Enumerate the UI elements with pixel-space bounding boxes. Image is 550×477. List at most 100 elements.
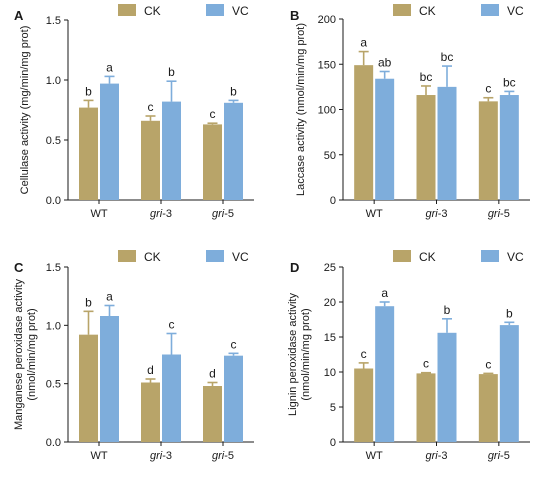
panel-a-x-tick-label-1: gri-3 xyxy=(150,208,172,220)
panel-b-x-tick-label-0: WT xyxy=(366,208,383,220)
panel-a-x-tick-label-0: WT xyxy=(90,208,107,220)
sig-label-panel-b-vc-0: ab xyxy=(378,55,392,69)
panel-b-y-tick-label: 200 xyxy=(318,14,336,26)
sig-label-panel-a-vc-0: a xyxy=(106,60,113,74)
panel-b-legend-label-vc: VC xyxy=(507,4,524,18)
panel-b-y-axis-label: Laccase activity (nmol/min/mg prot) xyxy=(295,23,307,196)
panel-b-x-tick-label-1: gri-3 xyxy=(425,208,447,220)
bar-panel-a-vc-1 xyxy=(162,101,181,200)
panel-d-legend-swatch-vc xyxy=(481,250,499,262)
bar-panel-b-ck-0 xyxy=(354,65,374,200)
bar-panel-c-ck-0 xyxy=(79,334,98,442)
panel-b-y-tick-label: 100 xyxy=(318,105,336,117)
sig-label-panel-d-ck-2: c xyxy=(485,357,491,371)
sig-label-panel-c-ck-0: b xyxy=(85,295,92,309)
panel-d-legend-label-vc: VC xyxy=(507,250,524,264)
sig-label-panel-c-vc-1: c xyxy=(169,318,175,332)
bar-panel-d-vc-0 xyxy=(375,306,395,442)
panel-c-legend-label-ck: CK xyxy=(144,250,161,264)
panel-b-letter: B xyxy=(290,8,299,23)
panel-a-x-tick-label-2: gri-5 xyxy=(212,208,234,220)
bar-panel-d-vc-2 xyxy=(499,325,519,442)
bar-panel-a-ck-2 xyxy=(203,124,222,200)
sig-label-panel-c-ck-1: d xyxy=(147,363,154,377)
panel-a-y-tick-label: 1.0 xyxy=(46,75,61,87)
panel-c-x-tick-label-0: WT xyxy=(90,450,107,462)
panel-b-legend-swatch-vc xyxy=(481,4,499,16)
panel-a-y-tick-label: 0.5 xyxy=(46,135,61,147)
panel-c-y-tick-label: 0.5 xyxy=(46,379,61,391)
panel-c-y-tick-label: 1.0 xyxy=(46,320,61,332)
bar-panel-b-vc-2 xyxy=(499,95,519,200)
panel-b-y-tick-label: 150 xyxy=(318,59,336,71)
panel-d-y-axis-label-line: (nmol/min/mg prot) xyxy=(300,308,312,400)
panel-c-legend-label-vc: VC xyxy=(232,250,249,264)
bar-panel-a-ck-1 xyxy=(141,120,160,200)
panel-a-legend-label-ck: CK xyxy=(144,4,161,18)
bar-panel-a-vc-2 xyxy=(224,102,243,200)
panel-d-letter: D xyxy=(290,260,299,275)
panel-a-letter: A xyxy=(14,8,24,23)
panel-d-legend-label-ck: CK xyxy=(419,250,436,264)
bar-panel-b-ck-1 xyxy=(416,95,436,200)
panel-c-y-tick-label: 1.5 xyxy=(46,262,61,274)
sig-label-panel-b-vc-1: bc xyxy=(441,50,454,64)
panel-b-y-tick-label: 50 xyxy=(324,150,336,162)
panel-c-legend-swatch-vc xyxy=(206,250,224,262)
panel-d-y-tick-label: 15 xyxy=(324,332,336,344)
bar-panel-d-ck-0 xyxy=(354,368,374,442)
sig-label-panel-b-ck-1: bc xyxy=(420,70,433,84)
sig-label-panel-c-vc-2: c xyxy=(231,337,237,351)
sig-label-panel-a-ck-0: b xyxy=(85,84,92,98)
panel-b-y-tick-label: 0 xyxy=(330,195,336,207)
panel-b-legend-label-ck: CK xyxy=(419,4,436,18)
sig-label-panel-d-vc-2: b xyxy=(506,306,513,320)
bar-panel-d-ck-1 xyxy=(416,373,436,442)
panel-b-legend-swatch-ck xyxy=(393,4,411,16)
bar-panel-b-vc-1 xyxy=(437,86,457,200)
bar-panel-c-vc-2 xyxy=(224,355,243,442)
panel-d-y-tick-label: 10 xyxy=(324,367,336,379)
sig-label-panel-b-ck-0: a xyxy=(360,36,367,50)
panel-d-y-tick-label: 5 xyxy=(330,402,336,414)
sig-label-panel-d-ck-0: c xyxy=(361,347,367,361)
panel-d-x-tick-label-0: WT xyxy=(366,450,383,462)
panel-d-y-axis-label-line: Lignin peroxidase activity xyxy=(287,293,299,416)
bar-panel-c-vc-1 xyxy=(162,354,181,442)
sig-label-panel-a-ck-1: c xyxy=(148,100,154,114)
panel-a-y-axis-label: Cellulase activity (mg/min/mg prot) xyxy=(19,26,31,195)
sig-label-panel-a-vc-2: b xyxy=(230,84,237,98)
panel-c-x-tick-label-2: gri-5 xyxy=(212,450,234,462)
panel-a-legend-swatch-ck xyxy=(118,4,136,16)
sig-label-panel-a-vc-1: b xyxy=(168,65,175,79)
panel-c-y-axis-label-line: Manganese peroxidase activity xyxy=(13,278,25,430)
bar-panel-d-ck-2 xyxy=(478,374,498,442)
panel-d-y-tick-label: 20 xyxy=(324,297,336,309)
bar-panel-d-vc-1 xyxy=(437,332,457,442)
panel-c-legend-swatch-ck xyxy=(118,250,136,262)
bar-panel-b-vc-0 xyxy=(375,78,395,200)
bar-panel-a-vc-0 xyxy=(100,83,119,200)
panel-d-x-tick-label-2: gri-5 xyxy=(488,450,510,462)
panel-b-x-tick-label-2: gri-5 xyxy=(488,208,510,220)
panel-a-y-tick-label: 0.0 xyxy=(46,195,61,207)
panel-c-y-axis-label-line: (nmol/min/mg prot) xyxy=(26,308,38,400)
bar-panel-c-ck-2 xyxy=(203,386,222,442)
sig-label-panel-b-vc-2: bc xyxy=(503,75,516,89)
panel-d-y-tick-label: 0 xyxy=(330,437,336,449)
panel-c-y-tick-label: 0.0 xyxy=(46,437,61,449)
panel-a-legend-swatch-vc xyxy=(206,4,224,16)
sig-label-panel-b-ck-2: c xyxy=(485,82,491,96)
bar-panel-b-ck-2 xyxy=(478,101,498,200)
panel-d-legend-swatch-ck xyxy=(393,250,411,262)
sig-label-panel-d-vc-0: a xyxy=(381,286,388,300)
panel-c-x-tick-label-1: gri-3 xyxy=(150,450,172,462)
sig-label-panel-c-vc-0: a xyxy=(106,290,113,304)
panel-a-legend-label-vc: VC xyxy=(232,4,249,18)
sig-label-panel-a-ck-2: c xyxy=(210,107,216,121)
bar-panel-c-vc-0 xyxy=(100,316,119,442)
sig-label-panel-c-ck-2: d xyxy=(209,367,216,381)
panel-c-letter: C xyxy=(14,260,24,275)
